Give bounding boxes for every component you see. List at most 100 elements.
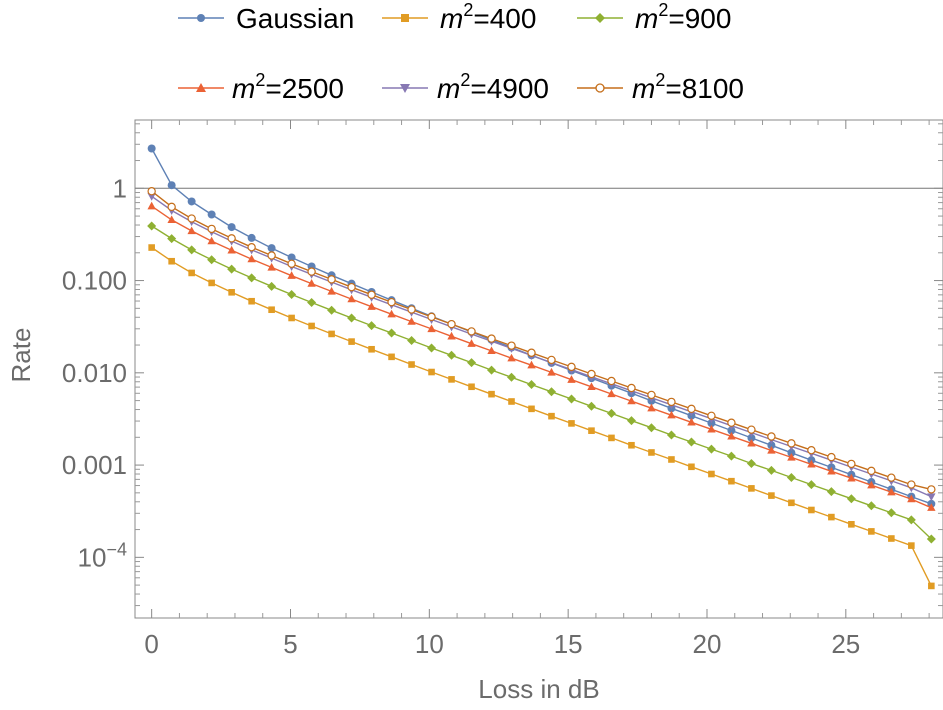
point-m-2500 xyxy=(747,438,756,447)
x-tick-label: 20 xyxy=(693,629,722,659)
point-m-900 xyxy=(147,221,157,231)
x-tick-label: 25 xyxy=(831,629,860,659)
point-m-900 xyxy=(666,430,676,440)
point-m-8100 xyxy=(707,411,716,421)
legend-entry-m2-900: m2=900 xyxy=(577,0,731,34)
x-tick-label: 0 xyxy=(144,629,158,659)
point-m-900 xyxy=(626,416,636,426)
point-gaussian xyxy=(747,433,756,442)
point-m-8100 xyxy=(547,355,556,365)
point-m-8100 xyxy=(827,452,836,462)
point-gaussian xyxy=(247,233,256,242)
point-m-8100 xyxy=(287,259,296,268)
point-gaussian xyxy=(207,210,216,219)
point-m-2500 xyxy=(667,410,676,419)
point-m-400 xyxy=(508,398,515,405)
point-gaussian xyxy=(147,144,156,153)
point-m-2500 xyxy=(187,226,196,235)
point-m-2500 xyxy=(567,375,576,383)
y-tick-label: 1 xyxy=(113,173,127,203)
series-line-m-900 xyxy=(151,225,932,540)
point-m-8100 xyxy=(347,282,356,292)
point-m-400 xyxy=(608,434,615,442)
point-m-2500 xyxy=(627,396,636,405)
point-m-900 xyxy=(586,401,596,411)
point-m-2500 xyxy=(427,324,436,333)
point-m-8100 xyxy=(667,397,676,407)
point-m-900 xyxy=(507,372,517,382)
y-tick-label: 0.100 xyxy=(62,266,127,296)
point-m-400 xyxy=(308,322,315,330)
point-m-900 xyxy=(207,255,217,265)
point-m-8100 xyxy=(467,327,476,336)
point-m-8100 xyxy=(787,439,796,448)
point-m-900 xyxy=(606,408,616,418)
y-tick-label: 0.010 xyxy=(62,358,127,388)
point-m-900 xyxy=(726,451,736,461)
point-m-900 xyxy=(267,281,277,291)
point-m-900 xyxy=(167,234,177,244)
point-m-8100 xyxy=(927,485,936,494)
point-m-400 xyxy=(488,390,495,398)
point-m-900 xyxy=(826,487,836,497)
point-m-400 xyxy=(328,330,335,338)
point-m-8100 xyxy=(567,362,576,372)
legend-label-m2-4900: m2=4900 xyxy=(437,70,549,104)
point-m-2500 xyxy=(547,367,556,376)
point-m-900 xyxy=(447,350,457,360)
legend-label-gaussian: Gaussian xyxy=(236,3,354,34)
point-m-2500 xyxy=(447,331,456,340)
point-m-2500 xyxy=(467,339,476,347)
point-m-400 xyxy=(728,477,735,485)
point-m-400 xyxy=(868,528,875,535)
point-m-400 xyxy=(408,361,415,368)
point-m-900 xyxy=(307,297,317,307)
point-m-2500 xyxy=(847,473,856,482)
point-m-2500 xyxy=(367,302,376,310)
point-m-400 xyxy=(768,492,775,499)
point-m-2500 xyxy=(767,445,776,454)
point-m-400 xyxy=(808,506,815,514)
point-m-8100 xyxy=(367,290,376,299)
y-tick-label: 10−4 xyxy=(78,539,127,572)
point-m-900 xyxy=(786,473,796,483)
legend-entry-m2-2500: m2=2500 xyxy=(178,70,344,104)
legend-label-m2-900: m2=900 xyxy=(635,0,731,34)
point-gaussian xyxy=(787,448,796,457)
point-m-900 xyxy=(766,465,776,475)
point-m-900 xyxy=(347,313,357,323)
point-m-400 xyxy=(368,345,375,353)
point-m-400 xyxy=(268,306,275,314)
point-m-2500 xyxy=(307,279,316,287)
point-m-900 xyxy=(187,245,197,255)
point-m-900 xyxy=(247,273,257,283)
point-m-8100 xyxy=(807,445,816,455)
point-m-8100 xyxy=(687,404,696,414)
point-m-2500 xyxy=(807,459,816,468)
point-m-900 xyxy=(327,305,337,315)
point-m-4900 xyxy=(927,493,936,502)
point-m-900 xyxy=(387,328,397,338)
legend-label-m2-8100: m2=8100 xyxy=(632,70,744,104)
point-m-8100 xyxy=(607,376,616,386)
point-m-8100 xyxy=(267,251,276,260)
point-m-2500 xyxy=(687,417,696,426)
y-axis-label: Rate xyxy=(6,328,36,383)
point-m-900 xyxy=(566,394,576,404)
point-m-8100 xyxy=(627,383,636,393)
point-m-8100 xyxy=(907,480,916,489)
point-m-2500 xyxy=(327,286,336,295)
point-m-900 xyxy=(527,380,537,390)
point-m-8100 xyxy=(507,341,516,350)
point-m-900 xyxy=(546,387,556,397)
point-m-8100 xyxy=(167,202,176,212)
point-m-2500 xyxy=(247,254,256,263)
point-m-400 xyxy=(588,427,595,434)
point-m-2500 xyxy=(927,503,936,511)
point-m-900 xyxy=(846,494,856,504)
point-m-400 xyxy=(468,383,475,391)
x-tick-label: 10 xyxy=(415,629,444,659)
point-m-8100 xyxy=(587,369,596,379)
point-m-8100 xyxy=(527,348,536,357)
point-m-400 xyxy=(648,449,655,456)
